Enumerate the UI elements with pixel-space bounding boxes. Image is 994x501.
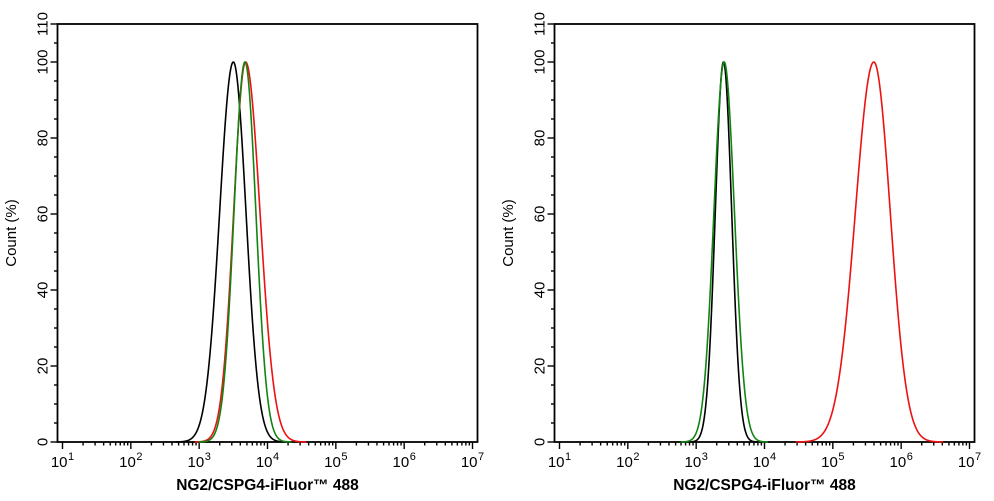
histogram-curve-black: [688, 61, 759, 443]
y-tick-label: 0: [35, 438, 52, 446]
histogram-curve-green: [680, 61, 769, 443]
x-axis-ticks: [61, 442, 474, 449]
y-axis-ticks: [50, 23, 58, 443]
y-tick-label: 20: [532, 358, 549, 375]
y-axis-label: Count (%): [500, 199, 517, 267]
x-tick-label: 104: [256, 451, 279, 471]
x-tick-label: 105: [821, 451, 844, 471]
x-axis-tick-labels: 101 102 103 104 105 106 107: [51, 451, 484, 471]
y-tick-label: 110: [35, 12, 52, 36]
y-tick-label: 20: [35, 358, 52, 375]
y-tick-label: 40: [35, 282, 52, 299]
y-tick-label: 110: [532, 12, 549, 36]
x-tick-label: 101: [51, 451, 74, 471]
x-tick-label: 107: [461, 451, 484, 471]
x-tick-label: 106: [393, 451, 416, 471]
plot-frame: [56, 23, 479, 443]
x-tick-label: 103: [685, 451, 708, 471]
x-tick-label: 104: [753, 451, 776, 471]
y-tick-label: 40: [532, 282, 549, 299]
y-axis-label: Count (%): [3, 199, 20, 267]
plot-frame: [553, 23, 976, 443]
flow-histogram-chart-left: 101 102 103 104 105 106 107 0 20 40 60 80 100 110 NG2/…: [3, 12, 484, 494]
y-axis-ticks: [547, 23, 555, 443]
histogram-curve-green: [198, 61, 292, 443]
x-tick-label: 107: [958, 451, 981, 471]
y-tick-label: 80: [532, 130, 549, 147]
y-tick-label: 60: [532, 206, 549, 223]
y-tick-label: 100: [532, 49, 549, 74]
x-axis-tick-labels: 101 102 103 104 105 106 107: [548, 451, 981, 471]
y-tick-label: 60: [35, 206, 52, 223]
x-tick-label: 102: [119, 451, 142, 471]
x-axis-label: NG2/CSPG4-iFluor™ 488: [176, 477, 359, 494]
y-axis-tick-labels: 0 20 40 60 80 100 110: [532, 12, 549, 446]
flow-histogram-panel-right: 101 102 103 104 105 106 107 0 20 40 60 80 100 110 NG2/…: [497, 0, 994, 501]
y-tick-label: 100: [35, 49, 52, 74]
x-tick-label: 101: [548, 451, 571, 471]
histogram-curve-red: [194, 61, 307, 443]
x-tick-label: 103: [188, 451, 211, 471]
x-tick-label: 102: [616, 451, 639, 471]
flow-histogram-chart-right: 101 102 103 104 105 106 107 0 20 40 60 80 100 110 NG2/…: [500, 12, 981, 494]
x-axis-ticks: [558, 442, 971, 449]
histogram-curve-black: [175, 61, 288, 443]
y-tick-label: 0: [532, 438, 549, 446]
x-tick-label: 106: [890, 451, 913, 471]
x-tick-label: 105: [324, 451, 347, 471]
y-axis-tick-labels: 0 20 40 60 80 100 110: [35, 12, 52, 446]
y-tick-label: 80: [35, 130, 52, 147]
histogram-curve-red: [795, 61, 944, 443]
x-axis-label: NG2/CSPG4-iFluor™ 488: [673, 477, 856, 494]
flow-histogram-panel-left: 101 102 103 104 105 106 107 0 20 40 60 80 100 110 NG2/…: [3, 12, 484, 494]
